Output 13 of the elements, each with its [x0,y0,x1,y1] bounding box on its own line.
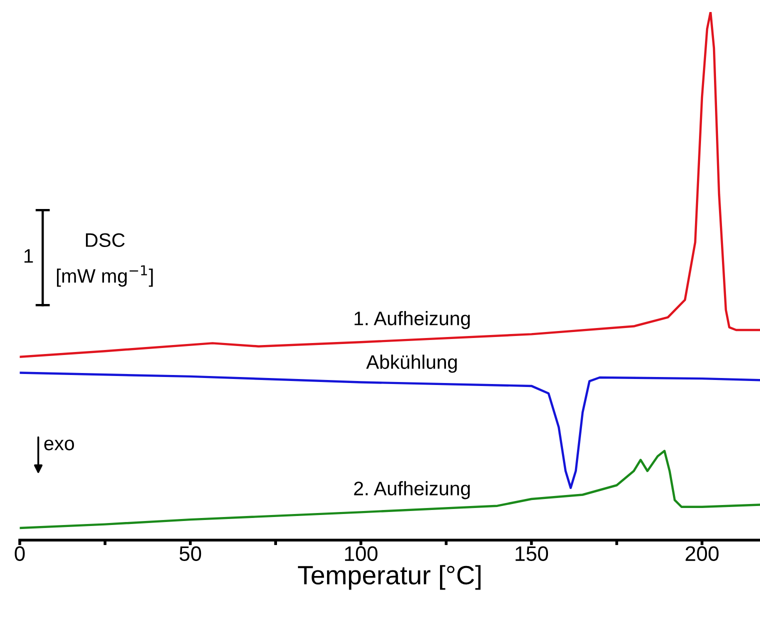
annotation: DSC [86,233,125,247]
x-tick-label: 100 [345,546,378,562]
x-axis-title: Temperatur [°C] [298,565,481,590]
series-label: 2. Aufheizung [354,481,470,500]
x-tick-label: 200 [686,546,719,562]
series-label: Abkühlung [366,354,457,373]
x-tick-label: 0 [14,546,25,562]
x-tick-label: 150 [516,546,548,562]
series-label: 1. Aufheizung [354,311,470,330]
annotation: exo [44,440,74,450]
annotation: [mW mg$^{−1}$] [56,265,153,287]
x-tick-label: 50 [180,546,202,562]
annotation: 1 [24,249,33,263]
